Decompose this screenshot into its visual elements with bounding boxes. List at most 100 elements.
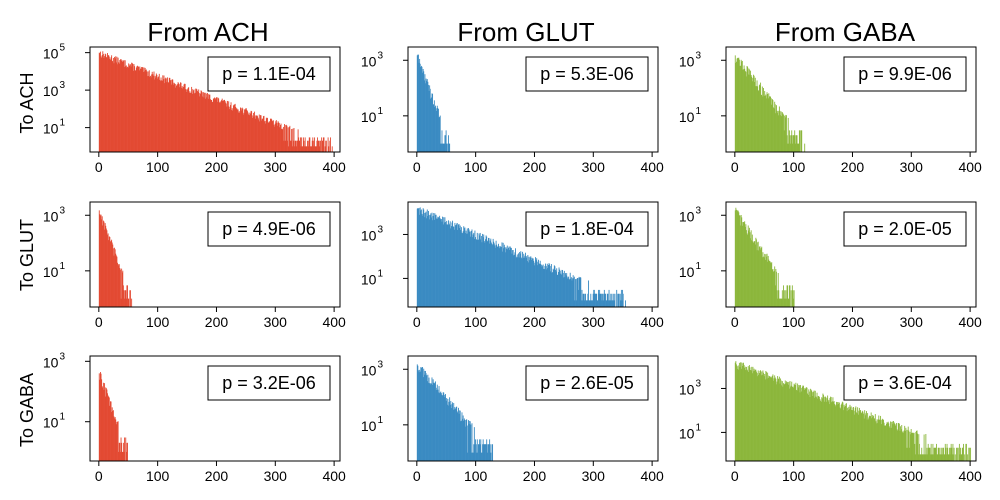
histogram-bar	[100, 215, 101, 307]
x-tick-label: 200	[523, 159, 547, 175]
histogram-bar	[539, 264, 541, 307]
p-value-box	[525, 56, 649, 92]
histogram-bars	[98, 210, 133, 307]
histogram-bar	[121, 442, 123, 461]
histogram-bar	[141, 67, 143, 152]
histogram-bar	[469, 236, 471, 307]
histogram-bar	[744, 221, 746, 307]
histogram-bar	[460, 227, 462, 307]
x-tick-label: 200	[841, 468, 865, 484]
histogram-bar	[744, 68, 746, 152]
histogram-bar	[161, 80, 163, 152]
histogram-bar	[764, 259, 766, 307]
histogram-bar	[894, 424, 896, 461]
histogram-bar	[453, 226, 455, 307]
histogram-bar	[906, 447, 907, 461]
histogram-bar	[808, 391, 810, 461]
histogram-bar	[843, 410, 844, 461]
histogram-bar	[742, 363, 744, 461]
histogram-bar	[435, 214, 437, 307]
histogram-bar	[443, 392, 445, 461]
histogram-bar	[843, 404, 845, 461]
histogram-bar	[474, 230, 476, 307]
histogram-bar	[607, 293, 609, 307]
histogram-bar	[737, 365, 739, 461]
histogram-bar	[212, 98, 214, 152]
histogram-bar	[325, 140, 327, 152]
histogram-bar	[166, 82, 168, 152]
histogram-bar	[115, 62, 117, 152]
histogram-bar	[832, 397, 834, 461]
histogram-bar	[863, 413, 864, 461]
histogram-bar	[850, 406, 852, 461]
histogram-bar	[748, 365, 750, 461]
histogram-bar	[945, 447, 947, 461]
histogram-bar	[254, 111, 256, 152]
histogram-bar	[821, 398, 823, 461]
histogram-bar	[107, 55, 109, 152]
p-value-label: p = 3.6E-04	[858, 373, 952, 393]
histogram-bar	[275, 121, 277, 152]
histogram-bar	[425, 373, 427, 461]
histogram-bar	[770, 98, 772, 152]
histogram-bar	[552, 272, 554, 307]
histogram-bar	[746, 366, 747, 461]
axes-frame	[407, 355, 659, 462]
histogram-bar	[793, 383, 795, 461]
histogram-bar	[417, 54, 419, 152]
histogram-bar	[758, 246, 760, 307]
histogram-bar	[127, 285, 128, 307]
histogram-bar	[433, 382, 435, 461]
histogram-bar	[177, 82, 179, 152]
histogram-bar	[530, 260, 532, 307]
histogram-bar	[952, 443, 954, 461]
histogram-bar	[325, 140, 327, 152]
column-title-ach: From ACH	[147, 17, 268, 47]
histogram-bar	[543, 269, 545, 307]
histogram-bar	[550, 271, 552, 307]
histogram-bar	[154, 79, 156, 152]
histogram-bar	[177, 84, 178, 152]
histogram-bar	[753, 368, 755, 461]
histogram-bar	[772, 269, 774, 307]
histogram-bar	[745, 224, 747, 307]
p-value-label: p = 2.0E-05	[858, 219, 952, 239]
histogram-bar	[439, 218, 441, 307]
histogram-bar	[250, 110, 252, 152]
x-tick-label: 400	[640, 468, 664, 484]
histogram-bar	[194, 93, 196, 152]
histogram-bar	[756, 373, 758, 461]
histogram-bar	[557, 274, 559, 307]
histogram-bar	[779, 110, 781, 152]
x-tick-label: 200	[523, 314, 547, 330]
histogram-bar	[532, 258, 534, 307]
histogram-bar	[800, 130, 802, 152]
histogram-bar	[796, 135, 798, 152]
histogram-bar	[786, 285, 788, 307]
p-value-box	[207, 365, 331, 401]
histogram-bar	[486, 439, 488, 461]
histogram-bar	[502, 242, 504, 307]
histogram-bar	[493, 241, 495, 307]
histogram-bar	[750, 370, 752, 461]
histogram-bar	[498, 246, 500, 307]
histogram-bar	[298, 140, 300, 152]
histogram-bar	[314, 146, 316, 152]
histogram-bar	[432, 220, 434, 307]
histogram-bar	[814, 390, 816, 461]
histogram-bar	[473, 444, 475, 461]
histogram-bar	[185, 89, 187, 152]
column-title-gaba: From GABA	[775, 17, 916, 47]
histogram-bar	[272, 120, 274, 152]
histogram-bar	[424, 74, 426, 152]
histogram-bar	[920, 454, 922, 461]
histogram-bar	[924, 454, 926, 461]
histogram-bar	[191, 89, 193, 152]
histogram-bar	[619, 293, 621, 307]
histogram-bar	[891, 421, 893, 461]
histogram-bar	[308, 137, 310, 152]
histogram-bar	[451, 222, 453, 307]
histogram-bar	[605, 300, 607, 307]
histogram-bar	[100, 373, 102, 461]
histogram-bar	[885, 425, 887, 461]
